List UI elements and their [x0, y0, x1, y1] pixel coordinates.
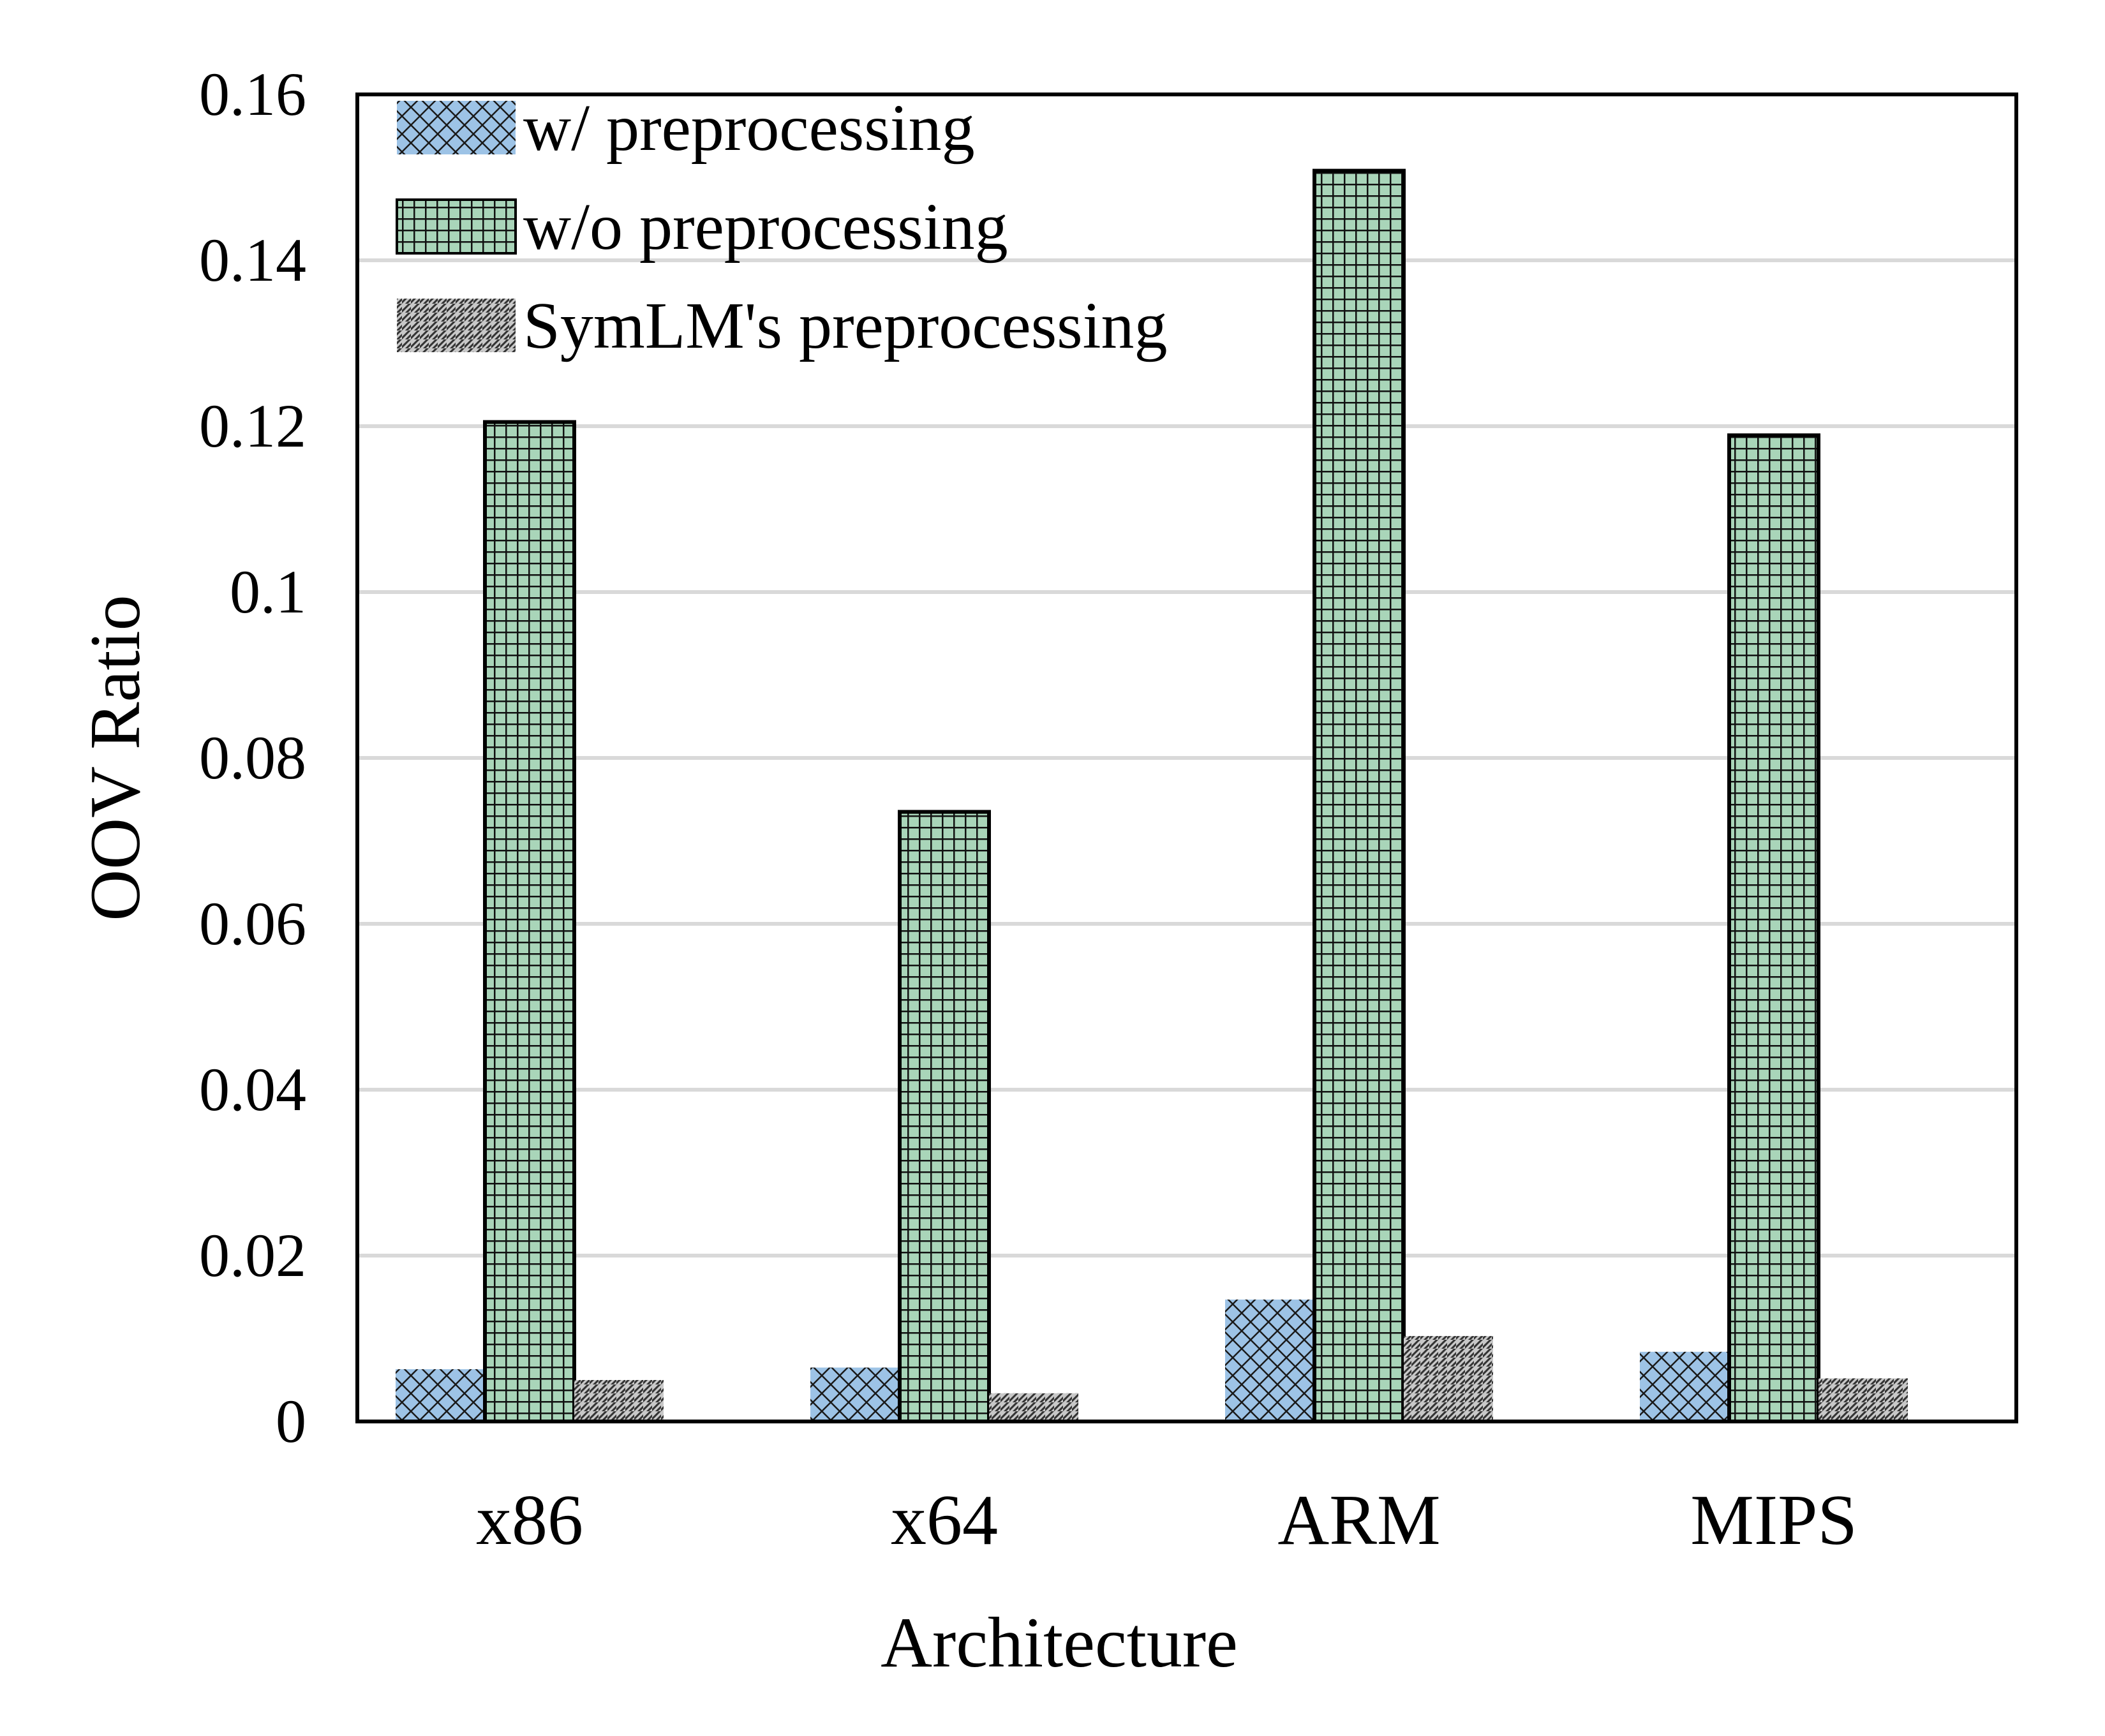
- legend-label: w/o preprocessing: [523, 190, 1008, 263]
- bar-symlm-s-preprocessing-mips: [1819, 1378, 1908, 1421]
- bar-w-preprocessing-x64: [810, 1367, 900, 1421]
- bar-symlm-s-preprocessing-x86: [574, 1380, 664, 1421]
- legend-label: w/ preprocessing: [523, 91, 975, 165]
- legend-swatch: [397, 299, 516, 352]
- y-tick-label: 0: [276, 1387, 306, 1455]
- y-tick-label: 0.12: [199, 392, 306, 460]
- gridlines: [357, 258, 2016, 1257]
- legend-swatch: [396, 198, 517, 255]
- y-tick-label: 0.14: [199, 226, 306, 294]
- y-tick-label: 0.02: [199, 1221, 306, 1289]
- y-tick-label: 0.04: [199, 1055, 306, 1124]
- bar-w-preprocessing-x86: [396, 1369, 485, 1421]
- x-axis-title: Architecture: [881, 1603, 1238, 1682]
- y-axis-title: OOV Ratio: [76, 595, 155, 921]
- legend: w/ preprocessing w/o preprocessing SymLM's…: [396, 91, 1168, 362]
- x-category-label: MIPS: [1690, 1481, 1857, 1560]
- legend-swatch: [397, 101, 516, 154]
- plot-frame: [355, 93, 2018, 1423]
- bar-w-o-preprocessing-x64: [898, 810, 991, 1423]
- bar-w-preprocessing-mips: [1640, 1351, 1729, 1421]
- legend-label: SymLM's preprocessing: [523, 289, 1168, 362]
- bar-w-o-preprocessing-mips: [1727, 433, 1820, 1423]
- bars: [396, 168, 1908, 1424]
- bar-symlm-s-preprocessing-arm: [1404, 1336, 1493, 1421]
- x-category-label: x64: [891, 1481, 998, 1560]
- x-category-label: ARM: [1277, 1481, 1440, 1560]
- axes: [355, 93, 2018, 1423]
- bar-w-preprocessing-arm: [1225, 1299, 1314, 1421]
- x-category-label: x86: [476, 1481, 583, 1560]
- bar-w-o-preprocessing-x86: [483, 420, 576, 1423]
- x-category-labels: x86 x64 ARM MIPS: [476, 1481, 1857, 1560]
- bar-w-o-preprocessing-arm: [1313, 168, 1406, 1424]
- y-tick-labels: 0 0.02 0.04 0.06 0.08 0.1 0.12 0.14 0.16: [199, 60, 306, 1455]
- y-tick-label: 0.1: [230, 558, 306, 626]
- bar-symlm-s-preprocessing-x64: [989, 1393, 1078, 1421]
- y-tick-label: 0.08: [199, 723, 306, 792]
- y-tick-label: 0.16: [199, 60, 306, 128]
- y-tick-label: 0.06: [199, 889, 306, 958]
